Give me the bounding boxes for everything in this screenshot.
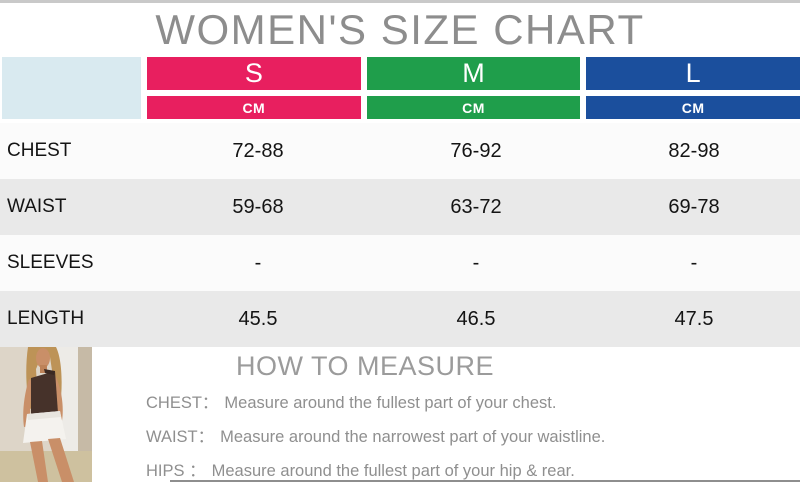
table-cell-S-sleeves: - <box>254 251 262 274</box>
size-column-L: L CM <box>586 57 800 119</box>
measure-text: Measure around the fullest part of your … <box>224 394 557 412</box>
measure-label: WAIST： <box>146 428 215 446</box>
size-column-M: M CM <box>366 57 581 119</box>
unit-cell-M: CM <box>366 96 581 119</box>
measure-instruction: CHEST： Measure around the fullest part of… <box>146 386 800 420</box>
model-photo <box>0 347 92 482</box>
measure-label: HIPS ： <box>146 462 206 480</box>
row-label: CHEST <box>7 140 72 161</box>
measure-instruction: HIPS ： Measure around the fullest part of… <box>146 454 800 488</box>
unit-cell-L: CM <box>586 96 800 119</box>
table-cell-L-length: 47.5 <box>674 307 714 330</box>
table-cell-S-length: 45.5 <box>238 307 278 330</box>
table-cell-L-sleeves: - <box>690 251 698 274</box>
table-cell-M-length: 46.5 <box>456 307 496 330</box>
unit-cell-S: CM <box>147 96 361 119</box>
size-chart-title: WOMEN'S SIZE CHART <box>155 6 645 53</box>
table-cell-L-waist: 69-78 <box>668 195 720 218</box>
measure-instruction: WAIST： Measure around the narrowest part … <box>146 420 800 454</box>
size-chart-body: CHEST 72-88 76-92 82-98 WAIST 59-68 63-72 69-78… <box>0 123 800 347</box>
size-column-S: S CM <box>147 57 361 119</box>
measure-text: Measure around the fullest part of your … <box>211 462 575 480</box>
measure-label: CHEST： <box>146 394 219 412</box>
table-row-chest: CHEST 72-88 76-92 82-98 <box>0 123 800 179</box>
table-row-waist: WAIST 59-68 63-72 69-78 <box>0 179 800 235</box>
how-to-measure-lines: CHEST： Measure around the fullest part of… <box>146 386 800 488</box>
row-label: SLEEVES <box>7 252 94 273</box>
table-cell-S-waist: 59-68 <box>232 195 284 218</box>
top-divider <box>0 0 800 3</box>
model-photo-illustration <box>0 347 92 482</box>
size-header-L: L <box>586 57 800 90</box>
table-cell-M-chest: 76-92 <box>450 139 502 162</box>
table-cell-M-sleeves: - <box>472 251 480 274</box>
table-corner-cell <box>2 57 141 119</box>
bottom-divider <box>170 480 800 482</box>
size-chart-header: S CM M CM L CM <box>0 57 800 119</box>
row-label: WAIST <box>7 196 67 217</box>
size-header-S: S <box>147 57 361 90</box>
table-row-length: LENGTH 45.5 46.5 47.5 <box>0 291 800 347</box>
size-header-M: M <box>366 57 581 90</box>
table-cell-S-chest: 72-88 <box>232 139 284 162</box>
row-label: LENGTH <box>7 308 85 329</box>
table-cell-L-chest: 82-98 <box>668 139 720 162</box>
measure-text: Measure around the narrowest part of you… <box>220 428 606 446</box>
how-to-measure-title: HOW TO MEASURE <box>235 351 495 381</box>
table-cell-M-waist: 63-72 <box>450 195 502 218</box>
table-row-sleeves: SLEEVES - - - <box>0 235 800 291</box>
